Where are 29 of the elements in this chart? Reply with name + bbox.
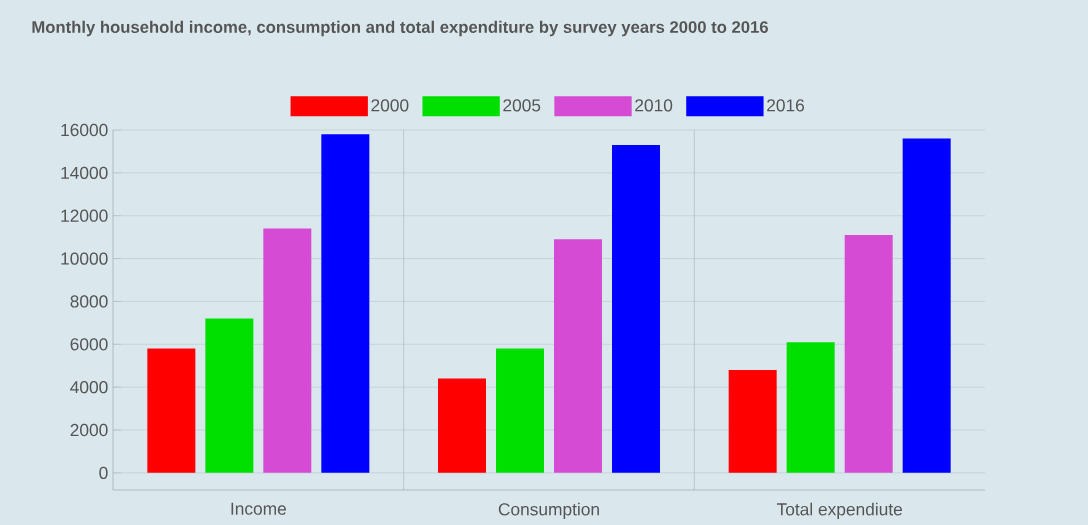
bar — [728, 370, 777, 473]
y-tick-label: 12000 — [61, 209, 108, 222]
y-tick-label: 6000 — [70, 338, 108, 351]
y-tick-label: 4000 — [70, 381, 108, 394]
bar — [263, 228, 312, 473]
y-tick-label: 8000 — [70, 295, 108, 308]
y-tick-label: 14000 — [61, 166, 108, 179]
legend-label: 2016 — [767, 99, 805, 112]
y-tick-label: 0 — [99, 466, 108, 479]
bar — [786, 342, 835, 473]
x-tick-label: Total expendiute — [776, 502, 902, 519]
bar — [612, 145, 661, 473]
x-tick-label: Income — [231, 502, 286, 515]
y-tick-label: 2000 — [70, 423, 108, 437]
bar — [438, 378, 486, 473]
bar — [902, 138, 951, 473]
legend-label: 2000 — [371, 99, 409, 112]
bar — [844, 235, 893, 473]
bar — [554, 239, 603, 473]
legend-label: 2005 — [503, 99, 541, 112]
bar — [205, 318, 254, 473]
chart-title: Monthly household income, consumption and total expenditure by survey years 2000 to 2016 — [32, 20, 768, 37]
bar — [147, 348, 196, 473]
x-tick-label: Consumption — [498, 502, 599, 519]
y-tick-label: 16000 — [61, 123, 108, 137]
legend-label: 2010 — [635, 99, 673, 112]
bar — [496, 348, 545, 473]
y-tick-label: 10000 — [61, 252, 108, 265]
bar — [321, 134, 370, 473]
